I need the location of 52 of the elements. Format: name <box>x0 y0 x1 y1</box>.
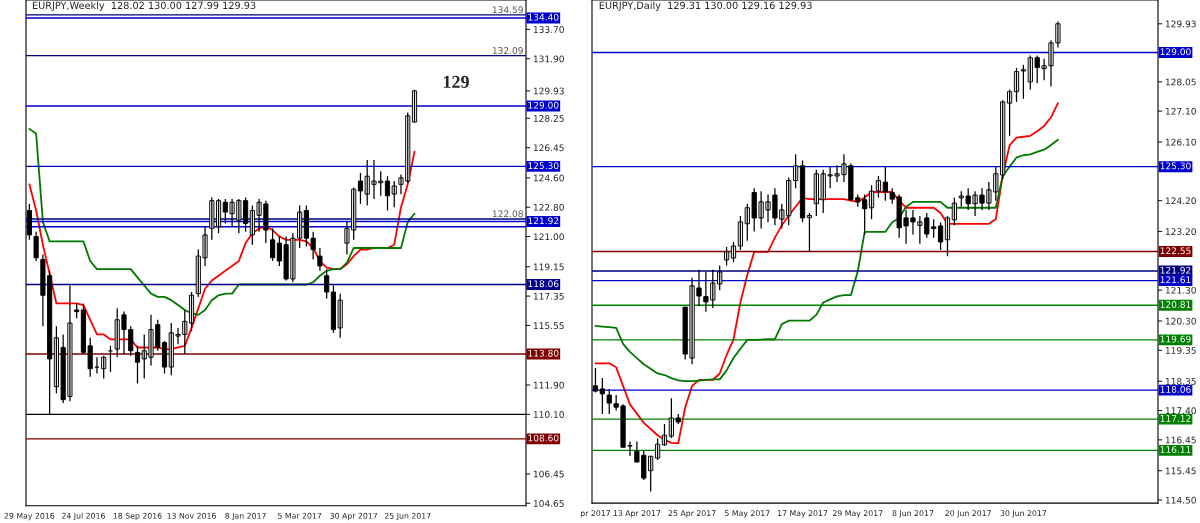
ref-line-label: 129.00 <box>1160 48 1191 56</box>
y-tick-label: 123.20 <box>1165 228 1196 236</box>
ref-line-label: 118.06 <box>528 280 559 288</box>
y-tick-label: 126.10 <box>1165 138 1196 146</box>
ref-line-label: 125.30 <box>528 162 559 170</box>
y-tick-label: 120.30 <box>1165 317 1196 325</box>
ref-line-label: 122.55 <box>1160 247 1191 255</box>
ref-line-label: 117.12 <box>1160 414 1191 422</box>
y-tick-label: 114.50 <box>1165 496 1196 504</box>
y-tick-label: 119.35 <box>1165 347 1196 354</box>
y-tick-label: 128.25 <box>533 115 564 122</box>
annotation: 129 <box>443 75 469 88</box>
y-tick-label: 118.35 <box>1165 377 1196 385</box>
ref-line-label: 125.30 <box>1160 162 1191 170</box>
y-tick-label: 115.55 <box>533 322 564 330</box>
y-tick-label: 124.60 <box>533 174 564 182</box>
y-tick-label: 115.45 <box>1165 467 1196 475</box>
ref-line-label: 121.92 <box>528 217 559 225</box>
ref-line-label: 113.80 <box>528 349 559 357</box>
y-tick-label: 131.90 <box>533 55 564 63</box>
ref-line-label: 134.40 <box>528 13 559 21</box>
ref-line-label: 120.81 <box>1160 301 1191 308</box>
y-tick-label: 121.30 <box>1165 286 1196 294</box>
y-tick-label: 110.10 <box>533 411 564 418</box>
y-tick-label: 129.93 <box>533 87 564 95</box>
chart-title: EURJPY,Daily 129.31 130.00 129.16 129.93 <box>599 1 812 11</box>
y-tick-label: 119.15 <box>533 263 564 271</box>
annotation: 132.09 <box>492 47 523 54</box>
y-tick-label: 127.10 <box>1165 107 1196 115</box>
y-tick-label: 122.80 <box>533 203 564 211</box>
y-tick-label: 128.05 <box>1165 78 1196 86</box>
annotation: 134.59 <box>492 6 523 14</box>
y-tick-label: 106.45 <box>533 470 564 478</box>
ref-line-label: 121.61 <box>1160 276 1191 284</box>
y-tick-label: 117.35 <box>533 292 564 300</box>
chart-title: EURJPY,Weekly 128.02 130.00 127.99 129.93 <box>32 1 256 11</box>
ref-line-label: 118.06 <box>1160 385 1191 393</box>
y-tick-label: 104.65 <box>533 500 564 507</box>
y-tick-label: 133.70 <box>533 26 564 33</box>
ref-line-label: 108.60 <box>528 434 559 442</box>
ref-line-label: 129.00 <box>528 101 559 109</box>
annotation: 122.08 <box>492 210 523 218</box>
y-tick-label: 124.20 <box>1165 197 1196 205</box>
ref-line-label: 119.69 <box>1160 335 1191 343</box>
y-tick-label: 116.45 <box>1165 436 1196 444</box>
y-tick-label: 111.90 <box>533 381 564 389</box>
y-tick-label: 117.40 <box>1165 407 1196 415</box>
y-tick-label: 126.45 <box>533 144 564 152</box>
ref-line-label: 121.92 <box>1160 266 1191 274</box>
y-tick-label: 121.00 <box>533 233 564 241</box>
ref-line-label: 116.11 <box>1160 446 1191 453</box>
y-tick-label: 129.93 <box>1165 20 1196 28</box>
